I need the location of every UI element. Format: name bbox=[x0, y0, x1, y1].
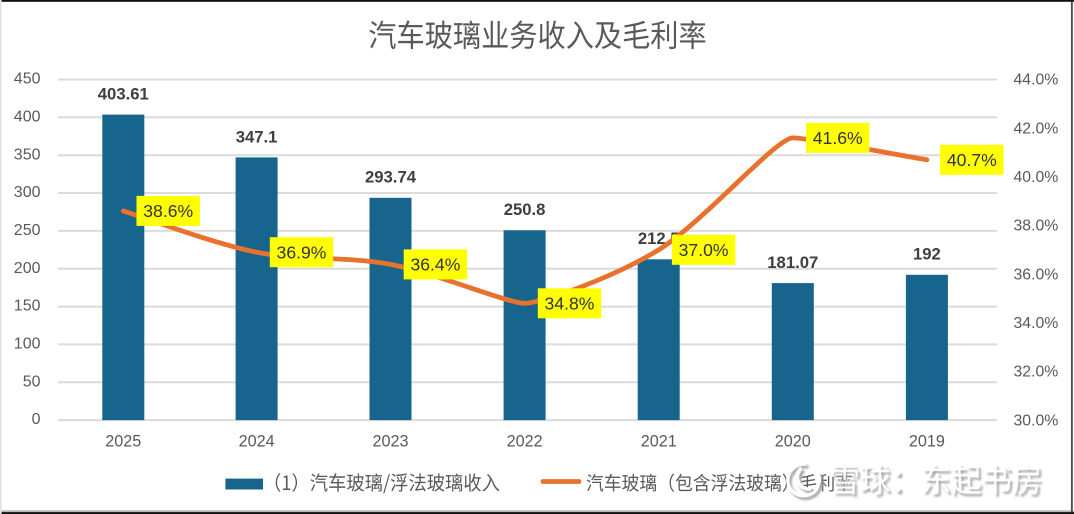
svg-text:181.07: 181.07 bbox=[767, 253, 818, 272]
svg-text:250.8: 250.8 bbox=[504, 200, 546, 219]
svg-text:32.0%: 32.0% bbox=[1014, 364, 1059, 381]
svg-text:2021: 2021 bbox=[641, 433, 677, 451]
svg-text:36.4%: 36.4% bbox=[410, 255, 460, 275]
svg-text:2022: 2022 bbox=[507, 433, 543, 451]
svg-text:38.6%: 38.6% bbox=[143, 201, 193, 221]
svg-text:36.9%: 36.9% bbox=[277, 242, 327, 262]
svg-text:42.0%: 42.0% bbox=[1014, 120, 1059, 137]
svg-text:40.0%: 40.0% bbox=[1014, 169, 1059, 186]
svg-text:50: 50 bbox=[23, 373, 41, 390]
svg-text:34.0%: 34.0% bbox=[1014, 315, 1059, 332]
svg-text:44.0%: 44.0% bbox=[1014, 72, 1059, 89]
svg-text:38.0%: 38.0% bbox=[1014, 218, 1059, 235]
svg-text:0: 0 bbox=[32, 411, 41, 428]
svg-text:2019: 2019 bbox=[909, 433, 945, 451]
svg-text:2020: 2020 bbox=[775, 433, 811, 451]
svg-text:37.0%: 37.0% bbox=[679, 240, 729, 260]
svg-text:450: 450 bbox=[14, 71, 41, 88]
svg-text:250: 250 bbox=[14, 222, 41, 239]
svg-text:347.1: 347.1 bbox=[236, 127, 278, 146]
svg-text:2023: 2023 bbox=[372, 433, 408, 451]
svg-text:293.74: 293.74 bbox=[365, 168, 417, 187]
svg-text:100: 100 bbox=[14, 336, 41, 353]
svg-text:2024: 2024 bbox=[239, 433, 275, 451]
svg-text:350: 350 bbox=[14, 146, 41, 163]
svg-text:403.61: 403.61 bbox=[98, 85, 149, 104]
svg-text:400: 400 bbox=[14, 108, 41, 125]
svg-text:40.7%: 40.7% bbox=[947, 150, 997, 170]
svg-text:200: 200 bbox=[14, 260, 41, 277]
svg-text:34.8%: 34.8% bbox=[545, 294, 595, 314]
svg-text:192: 192 bbox=[913, 245, 941, 264]
svg-text:30.0%: 30.0% bbox=[1014, 412, 1059, 429]
svg-text:300: 300 bbox=[14, 184, 41, 201]
svg-text:2025: 2025 bbox=[105, 433, 141, 451]
svg-text:41.6%: 41.6% bbox=[813, 128, 863, 148]
svg-text:36.0%: 36.0% bbox=[1014, 266, 1059, 283]
svg-text:150: 150 bbox=[14, 298, 41, 315]
